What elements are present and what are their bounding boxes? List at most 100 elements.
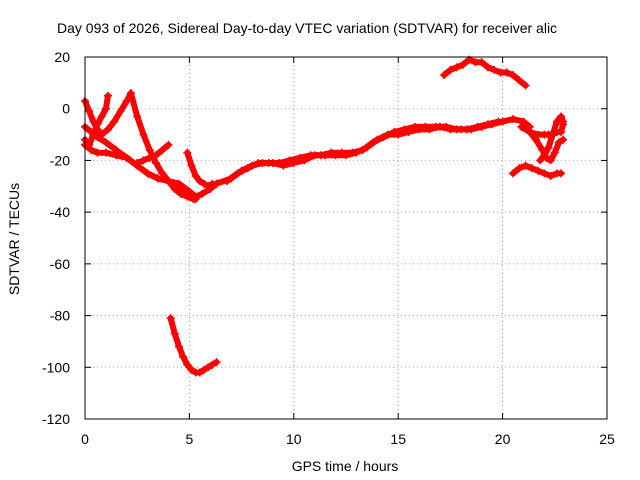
data-point bbox=[463, 125, 472, 134]
data-point bbox=[85, 107, 94, 116]
x-tick-label: 20 bbox=[495, 431, 511, 447]
data-point bbox=[154, 174, 163, 183]
data-point bbox=[527, 164, 536, 173]
data-point bbox=[544, 143, 553, 152]
series-trace bbox=[82, 90, 134, 138]
data-point bbox=[557, 169, 566, 178]
data-point bbox=[103, 91, 112, 100]
data-point bbox=[87, 146, 96, 155]
data-point bbox=[515, 76, 524, 85]
data-point bbox=[101, 104, 110, 113]
data-point bbox=[557, 112, 566, 121]
data-point bbox=[452, 125, 461, 134]
y-tick-label: -20 bbox=[50, 152, 70, 168]
data-point bbox=[103, 125, 112, 134]
data-point bbox=[183, 360, 192, 369]
data-point bbox=[101, 148, 110, 157]
data-point bbox=[170, 184, 179, 193]
data-point bbox=[158, 146, 167, 155]
data-point bbox=[490, 65, 499, 74]
data-point bbox=[540, 151, 549, 160]
data-point bbox=[89, 117, 98, 126]
data-point bbox=[197, 190, 206, 199]
data-point bbox=[166, 314, 175, 323]
data-point bbox=[540, 169, 549, 178]
data-point bbox=[517, 122, 526, 131]
data-point bbox=[93, 148, 102, 157]
data-point bbox=[548, 130, 557, 139]
x-tick-label: 25 bbox=[599, 431, 615, 447]
y-tick-label: 0 bbox=[62, 101, 70, 117]
data-point bbox=[431, 122, 440, 131]
data-point bbox=[546, 171, 555, 180]
y-tick-label: -100 bbox=[42, 359, 70, 375]
data-point bbox=[222, 177, 231, 186]
data-point bbox=[139, 156, 148, 165]
data-point bbox=[170, 329, 179, 338]
data-point bbox=[195, 177, 204, 186]
data-point bbox=[204, 363, 213, 372]
data-point bbox=[515, 164, 524, 173]
x-tick-label: 5 bbox=[186, 431, 194, 447]
data-point bbox=[483, 120, 492, 129]
data-point bbox=[183, 192, 192, 201]
data-point bbox=[306, 151, 315, 160]
data-point bbox=[536, 156, 545, 165]
data-point bbox=[546, 156, 555, 165]
chart-title: Day 093 of 2026, Sidereal Day-to-day VTE… bbox=[57, 20, 557, 36]
tick-labels: 0 5 10 15 20 25 -120 -100 -80 -60 -40 -20 0 20 bbox=[42, 49, 615, 447]
data-point bbox=[187, 365, 196, 374]
data-point bbox=[519, 117, 528, 126]
grid bbox=[85, 57, 607, 419]
data-point bbox=[195, 368, 204, 377]
data-point bbox=[179, 352, 188, 361]
data-point bbox=[509, 169, 518, 178]
data-point bbox=[97, 112, 106, 121]
data-point bbox=[122, 96, 131, 105]
data-point bbox=[110, 117, 119, 126]
data-point bbox=[151, 159, 160, 168]
data-point bbox=[151, 151, 160, 160]
data-point bbox=[97, 130, 106, 139]
data-point bbox=[174, 342, 183, 351]
data-point bbox=[521, 81, 530, 90]
data-point bbox=[164, 177, 173, 186]
data-point bbox=[348, 148, 357, 157]
data-point bbox=[410, 122, 419, 131]
data-point bbox=[191, 171, 200, 180]
data-point bbox=[358, 146, 367, 155]
data-point bbox=[254, 159, 263, 168]
data-point bbox=[525, 127, 534, 136]
data-points bbox=[81, 55, 568, 377]
data-point bbox=[112, 146, 121, 155]
data-point bbox=[521, 161, 530, 170]
data-point bbox=[296, 153, 305, 162]
data-point bbox=[446, 65, 455, 74]
data-point bbox=[233, 169, 242, 178]
y-tick-label: -60 bbox=[50, 256, 70, 272]
data-point bbox=[369, 138, 378, 147]
data-point bbox=[327, 148, 336, 157]
data-point bbox=[158, 169, 167, 178]
data-point bbox=[390, 127, 399, 136]
y-axis-label: SDTVAR / TECUs bbox=[6, 183, 22, 295]
data-point bbox=[550, 148, 559, 157]
data-point bbox=[316, 151, 325, 160]
data-point bbox=[143, 169, 152, 178]
x-tick-label: 0 bbox=[81, 431, 89, 447]
data-point bbox=[189, 195, 198, 204]
data-point bbox=[204, 182, 213, 191]
y-tick-label: 20 bbox=[54, 49, 70, 65]
data-point bbox=[200, 365, 209, 374]
data-point bbox=[509, 71, 518, 80]
y-tick-label: -40 bbox=[50, 204, 70, 220]
y-tick-label: -120 bbox=[42, 411, 70, 427]
data-point bbox=[122, 153, 131, 162]
data-point bbox=[116, 107, 125, 116]
y-tick-label: -80 bbox=[50, 308, 70, 324]
data-point bbox=[534, 166, 543, 175]
data-point bbox=[200, 179, 209, 188]
data-point bbox=[494, 117, 503, 126]
